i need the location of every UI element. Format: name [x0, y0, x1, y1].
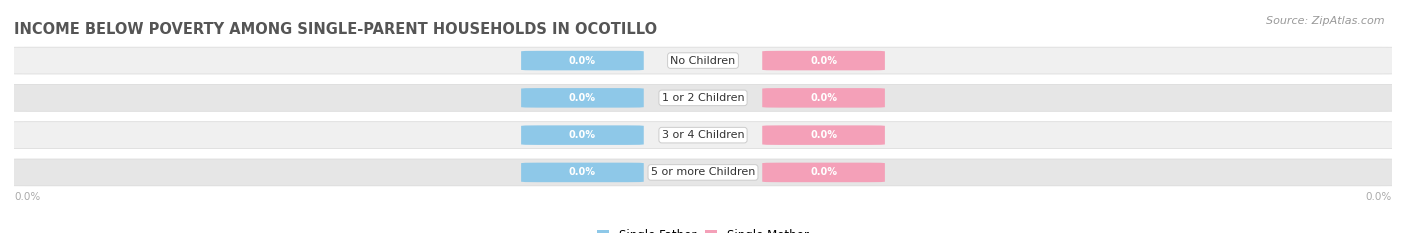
FancyBboxPatch shape	[0, 122, 1406, 149]
Text: 3 or 4 Children: 3 or 4 Children	[662, 130, 744, 140]
FancyBboxPatch shape	[762, 125, 884, 145]
FancyBboxPatch shape	[522, 125, 644, 145]
Text: 0.0%: 0.0%	[569, 93, 596, 103]
FancyBboxPatch shape	[762, 51, 884, 70]
FancyBboxPatch shape	[522, 163, 644, 182]
Text: 0.0%: 0.0%	[810, 93, 837, 103]
FancyBboxPatch shape	[522, 51, 644, 70]
Text: Source: ZipAtlas.com: Source: ZipAtlas.com	[1267, 16, 1385, 26]
Text: 0.0%: 0.0%	[1365, 192, 1392, 202]
Text: 0.0%: 0.0%	[569, 168, 596, 177]
Text: 0.0%: 0.0%	[810, 56, 837, 65]
FancyBboxPatch shape	[762, 88, 884, 108]
Text: No Children: No Children	[671, 56, 735, 65]
Text: 0.0%: 0.0%	[569, 56, 596, 65]
Text: 0.0%: 0.0%	[569, 130, 596, 140]
Text: 0.0%: 0.0%	[810, 130, 837, 140]
Text: 0.0%: 0.0%	[14, 192, 41, 202]
FancyBboxPatch shape	[0, 84, 1406, 111]
Text: INCOME BELOW POVERTY AMONG SINGLE-PARENT HOUSEHOLDS IN OCOTILLO: INCOME BELOW POVERTY AMONG SINGLE-PARENT…	[14, 22, 657, 37]
FancyBboxPatch shape	[522, 88, 644, 108]
Text: 5 or more Children: 5 or more Children	[651, 168, 755, 177]
Text: 1 or 2 Children: 1 or 2 Children	[662, 93, 744, 103]
Legend: Single Father, Single Mother: Single Father, Single Mother	[598, 229, 808, 233]
FancyBboxPatch shape	[0, 159, 1406, 186]
FancyBboxPatch shape	[0, 47, 1406, 74]
FancyBboxPatch shape	[762, 163, 884, 182]
Text: 0.0%: 0.0%	[810, 168, 837, 177]
